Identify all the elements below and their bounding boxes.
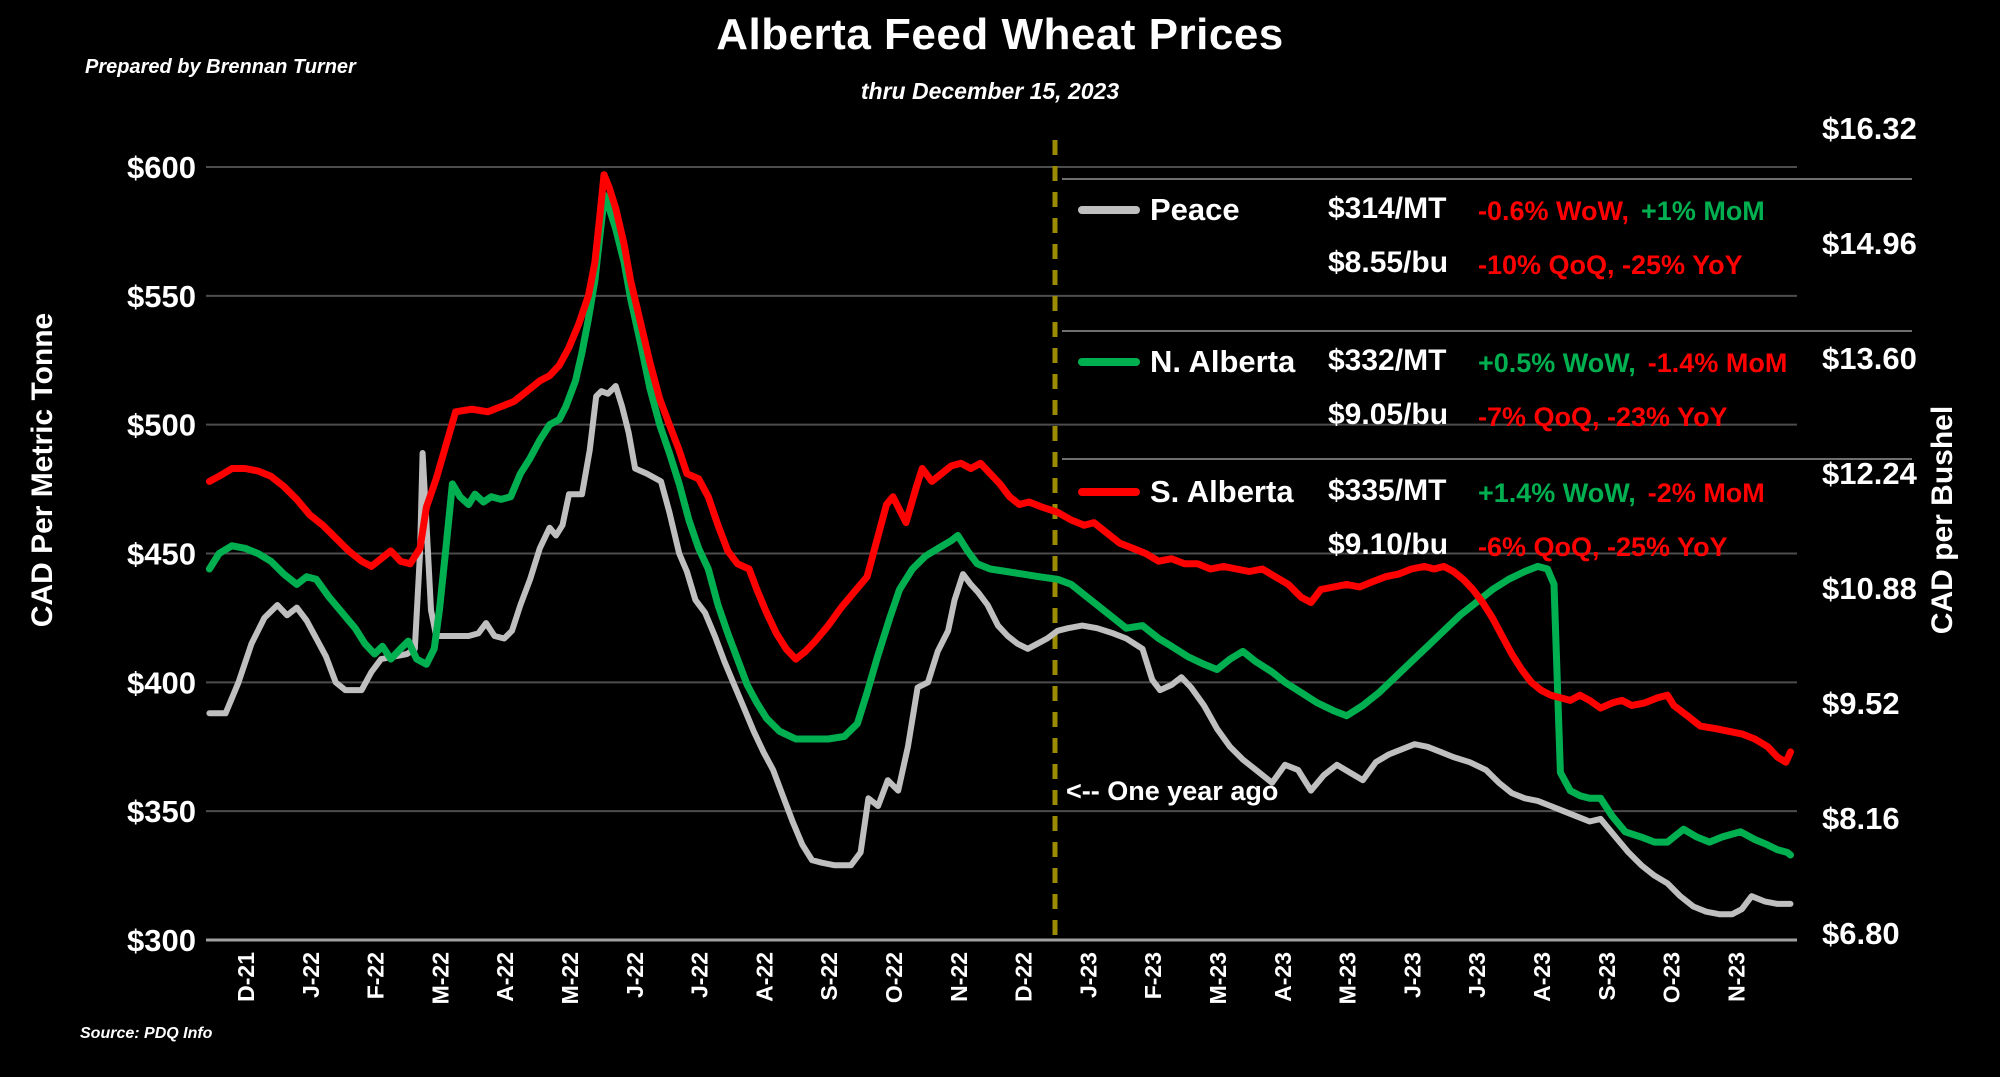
- s-alberta-qoq-yoy-change: -6% QoQ, -25% YoY: [1478, 532, 1728, 562]
- n-alberta-mt-value: $332/MT: [1328, 344, 1447, 377]
- x-axis-month-label: J-22: [298, 952, 324, 998]
- x-axis-month-label: N-22: [946, 952, 972, 1002]
- right-axis-title: CAD per Bushel: [1926, 406, 1959, 634]
- right-axis-tick-label: $16.32: [1822, 111, 1917, 146]
- left-axis-title: CAD Per Metric Tonne: [26, 313, 59, 628]
- left-axis-tick-label: $400: [127, 665, 196, 700]
- series-line-n-alberta: [205, 191, 1794, 859]
- one-year-ago-annotation: <-- One year ago: [1066, 776, 1279, 806]
- right-axis-tick-label: $8.16: [1822, 801, 1900, 836]
- x-axis-month-label: O-22: [881, 952, 907, 1003]
- x-axis-month-label: F-23: [1140, 952, 1166, 999]
- left-axis-tick-label: $550: [127, 279, 196, 314]
- peace-line-swatch: [1078, 206, 1140, 214]
- left-axis-tick-label: $350: [127, 794, 196, 829]
- x-axis-month-label: J-23: [1075, 952, 1101, 998]
- s-alberta-wow: +1.4% WoW,: [1478, 478, 1636, 508]
- x-axis-month-label: A-22: [751, 952, 777, 1002]
- n-alberta-line-swatch: [1078, 358, 1140, 366]
- peace-bu-value: $8.55/bu: [1328, 246, 1449, 279]
- left-axis-tick-label: $300: [127, 923, 196, 958]
- peace-wow-mom-change: -0.6% WoW, +1% MoM: [1478, 196, 1765, 227]
- x-axis-month-label: O-23: [1659, 952, 1685, 1003]
- chart-subtitle: thru December 15, 2023: [860, 78, 1120, 104]
- right-axis-tick-label: $9.52: [1822, 686, 1900, 721]
- x-axis-month-label: J-23: [1399, 952, 1425, 998]
- right-axis-tick-label: $10.88: [1822, 571, 1917, 606]
- x-axis-month-label: J-22: [622, 952, 648, 998]
- x-axis-month-label: A-23: [1529, 952, 1555, 1002]
- n-alberta-wow: +0.5% WoW,: [1478, 348, 1636, 378]
- peace-mt-value: $314/MT: [1328, 192, 1447, 225]
- left-axis-tick-label: $500: [127, 408, 196, 443]
- x-axis-month-label: M-23: [1335, 952, 1361, 1004]
- x-axis-month-label: S-22: [816, 952, 842, 1001]
- right-axis-tick-label: $6.80: [1822, 916, 1900, 951]
- right-axis-tick-label: $12.24: [1822, 456, 1918, 491]
- legend-separator: [1062, 178, 1912, 180]
- left-axis-tick-label: $450: [127, 537, 196, 572]
- s-alberta-bu-value: $9.10/bu: [1328, 528, 1449, 561]
- x-axis-month-label: M-22: [427, 952, 453, 1004]
- legend-label-s-alberta: S. Alberta: [1150, 474, 1294, 509]
- legend-separator: [1062, 458, 1912, 460]
- s-alberta-mom: -2% MoM: [1647, 478, 1765, 508]
- chart-title: Alberta Feed Wheat Prices: [716, 10, 1284, 59]
- x-axis-month-label: J-23: [1464, 952, 1490, 998]
- n-alberta-mom: -1.4% MoM: [1647, 348, 1788, 378]
- x-axis-month-label: N-23: [1723, 952, 1749, 1002]
- legend-separator: [1062, 330, 1912, 332]
- x-axis-month-label: F-22: [363, 952, 389, 999]
- x-axis-month-label: A-22: [492, 952, 518, 1002]
- x-axis-month-label: A-23: [1270, 952, 1296, 1002]
- peace-qoq-yoy-change: -10% QoQ, -25% YoY: [1478, 250, 1743, 280]
- peace-wow: -0.6% WoW,: [1478, 196, 1630, 226]
- s-alberta-line-swatch: [1078, 488, 1140, 496]
- series-line-peace: [206, 383, 1794, 918]
- n-alberta-qoq-yoy-change: -7% QoQ, -23% YoY: [1478, 402, 1728, 432]
- x-axis-month-label: S-23: [1594, 952, 1620, 1001]
- source-note: Source: PDQ Info: [80, 1025, 213, 1042]
- legend-label-peace: Peace: [1150, 192, 1240, 227]
- peace-mom: +1% MoM: [1641, 196, 1765, 226]
- n-alberta-bu-value: $9.05/bu: [1328, 398, 1449, 431]
- right-axis-tick-label: $14.96: [1822, 226, 1917, 261]
- s-alberta-wow-mom-change: +1.4% WoW, -2% MoM: [1478, 478, 1765, 509]
- x-axis-month-label: D-22: [1011, 952, 1037, 1002]
- right-axis-tick-label: $13.60: [1822, 341, 1917, 376]
- s-alberta-mt-value: $335/MT: [1328, 474, 1447, 507]
- n-alberta-wow-mom-change: +0.5% WoW, -1.4% MoM: [1478, 348, 1787, 379]
- left-axis-tick-label: $600: [127, 150, 196, 185]
- series-line-s-alberta: [205, 171, 1794, 766]
- x-axis-month-label: D-21: [233, 952, 259, 1002]
- x-axis-month-label: J-22: [687, 952, 713, 998]
- x-axis-month-label: M-22: [557, 952, 583, 1004]
- legend-label-n-alberta: N. Alberta: [1150, 344, 1296, 379]
- prepared-by-note: Prepared by Brennan Turner: [85, 56, 356, 78]
- x-axis-month-label: M-23: [1205, 952, 1231, 1004]
